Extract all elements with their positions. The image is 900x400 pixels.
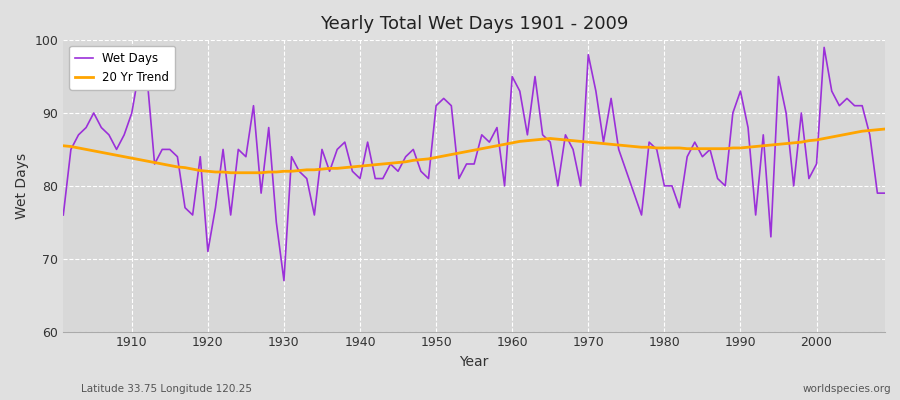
20 Yr Trend xyxy=(58,143,68,148)
Wet Days xyxy=(293,169,304,174)
Wet Days xyxy=(58,212,68,217)
Text: worldspecies.org: worldspecies.org xyxy=(803,384,891,394)
20 Yr Trend xyxy=(293,168,304,173)
Wet Days xyxy=(879,191,890,196)
Line: 20 Yr Trend: 20 Yr Trend xyxy=(63,129,885,173)
X-axis label: Year: Year xyxy=(460,355,489,369)
Wet Days xyxy=(278,278,289,283)
20 Yr Trend xyxy=(507,140,517,145)
Line: Wet Days: Wet Days xyxy=(63,47,885,280)
Wet Days xyxy=(119,132,130,137)
20 Yr Trend xyxy=(879,127,890,132)
20 Yr Trend xyxy=(339,165,350,170)
Wet Days xyxy=(515,89,526,94)
20 Yr Trend xyxy=(606,142,616,147)
Legend: Wet Days, 20 Yr Trend: Wet Days, 20 Yr Trend xyxy=(69,46,176,90)
20 Yr Trend xyxy=(119,154,130,159)
Wet Days xyxy=(819,45,830,50)
Wet Days xyxy=(339,140,350,144)
20 Yr Trend xyxy=(515,139,526,144)
Text: Latitude 33.75 Longitude 120.25: Latitude 33.75 Longitude 120.25 xyxy=(81,384,252,394)
Wet Days xyxy=(507,74,517,79)
20 Yr Trend xyxy=(225,170,236,175)
Y-axis label: Wet Days: Wet Days xyxy=(15,153,29,219)
Wet Days xyxy=(606,96,616,101)
Title: Yearly Total Wet Days 1901 - 2009: Yearly Total Wet Days 1901 - 2009 xyxy=(320,15,628,33)
